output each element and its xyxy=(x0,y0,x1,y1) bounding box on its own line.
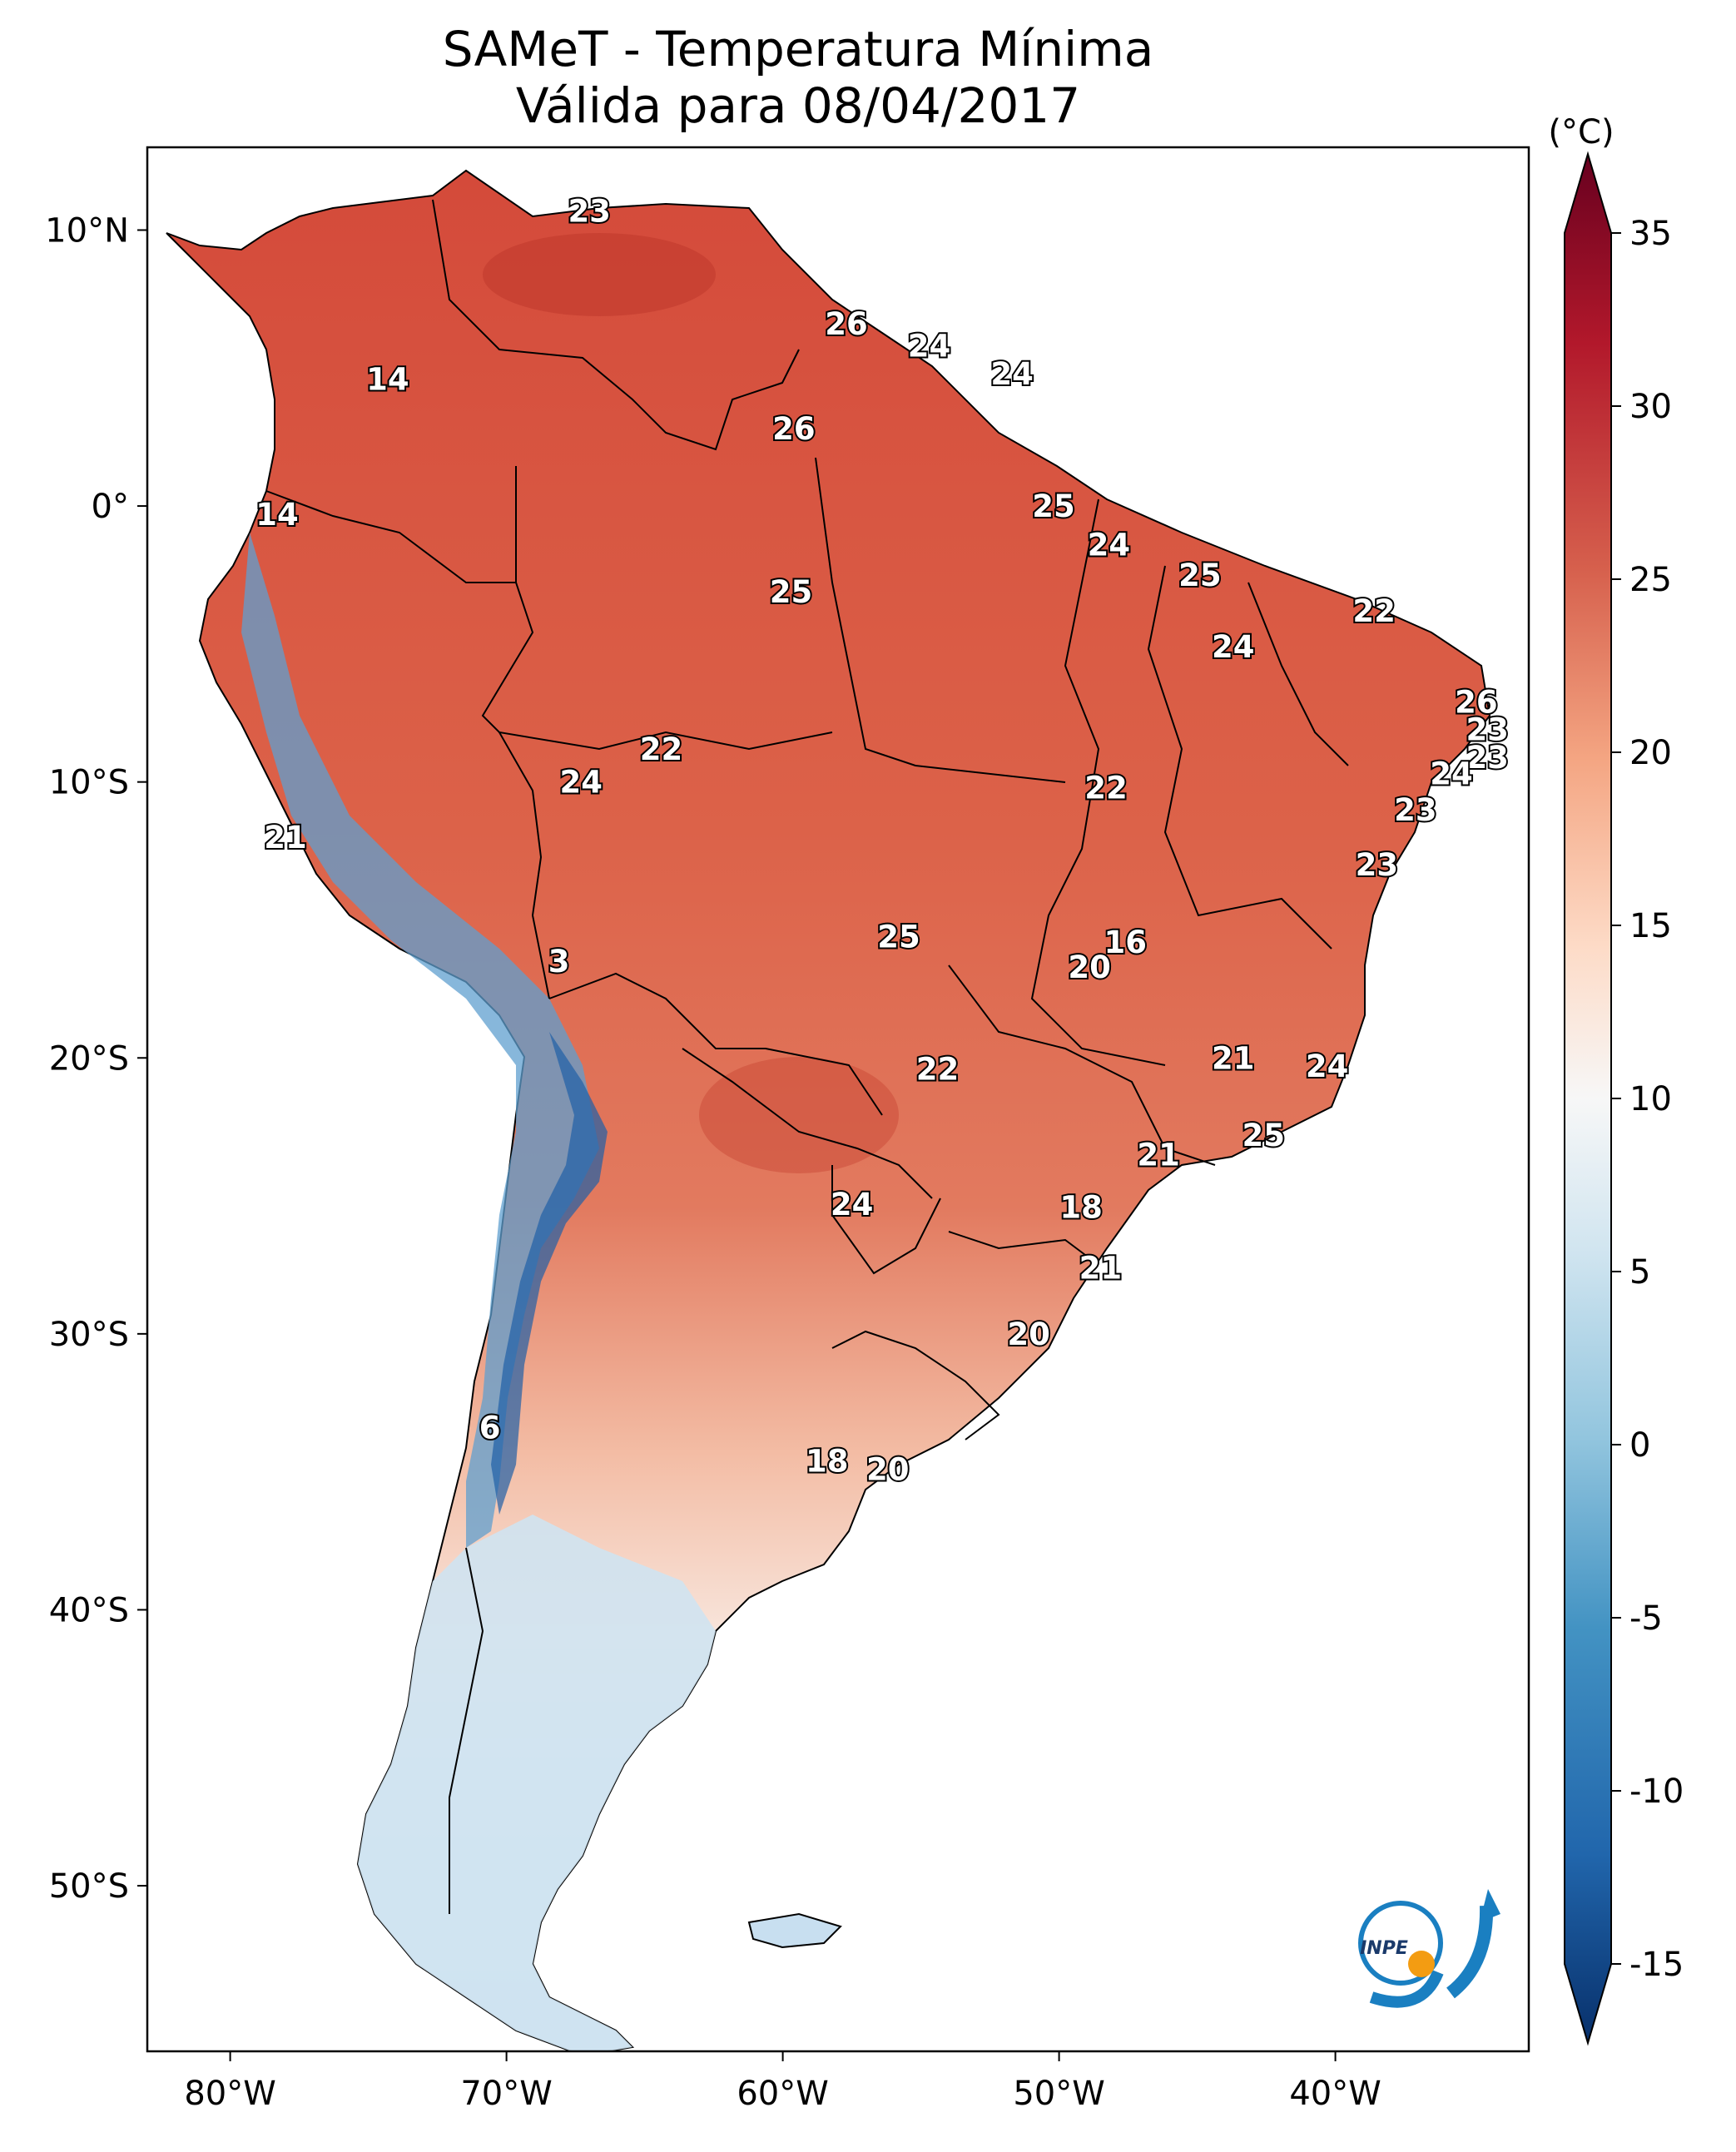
colorbar-tick-label: 10 xyxy=(1629,1080,1672,1118)
colorbar-tick-label: -5 xyxy=(1629,1599,1663,1638)
colorbar-tick-label: 25 xyxy=(1629,561,1672,599)
andes-cold-core xyxy=(491,1032,608,1515)
station-value-label: 23 xyxy=(1394,792,1437,828)
station-value-label: 24 xyxy=(908,329,951,364)
lat-label: 10°N xyxy=(45,211,129,250)
hot-core-chaco xyxy=(699,1057,899,1173)
colorbar-unit-label: (°C) xyxy=(1548,113,1614,151)
station-value-label: 20 xyxy=(866,1451,910,1487)
map-subtitle: Válida para 08/04/2017 xyxy=(515,77,1081,134)
station-value-label: 23 xyxy=(1466,740,1509,776)
andes-cold-zone xyxy=(241,533,599,1548)
lat-label: 30°S xyxy=(49,1316,129,1354)
colorbar-tick-label: 5 xyxy=(1629,1253,1650,1292)
colorbar-ticks: 35 30 25 20 15 10 5 0 -5 -10 -15 xyxy=(1611,215,1684,1984)
map-frame xyxy=(146,146,1530,2053)
station-value-label: 24 xyxy=(1212,629,1255,665)
station-value-label: 25 xyxy=(770,574,813,610)
lon-label: 40°W xyxy=(1289,2075,1381,2113)
station-value-label: 24 xyxy=(1306,1049,1349,1084)
station-value-label: 20 xyxy=(1068,950,1111,985)
station-value-label: 21 xyxy=(1079,1250,1123,1286)
station-value-label: 25 xyxy=(1242,1118,1286,1153)
inpe-logo: INPE xyxy=(1358,1889,1500,2008)
station-value-label: 25 xyxy=(877,919,920,955)
colorbar-tick-label: 30 xyxy=(1629,388,1672,426)
patagonia-cool-zone xyxy=(358,1515,716,2051)
station-value-label: 24 xyxy=(559,765,603,801)
station-value-label: 14 xyxy=(366,362,409,398)
lat-label: 20°S xyxy=(49,1039,129,1078)
lat-label: 10°S xyxy=(49,764,129,802)
station-value-label: 18 xyxy=(1059,1189,1103,1225)
colorbar-body xyxy=(1564,151,1612,2046)
station-value-label: 22 xyxy=(1352,593,1396,629)
station-value-label: 22 xyxy=(640,731,683,767)
station-value-label: 24 xyxy=(1088,527,1131,563)
map-title: SAMeT - Temperatura Mínima xyxy=(442,21,1154,77)
station-value-label: 6 xyxy=(479,1411,501,1446)
station-value-label: 25 xyxy=(1178,558,1222,593)
station-value-label: 26 xyxy=(825,306,868,342)
lon-label: 80°W xyxy=(184,2075,275,2113)
hot-core-north xyxy=(483,233,716,316)
station-value-label: 16 xyxy=(1104,925,1148,960)
station-value-label: 26 xyxy=(772,411,816,447)
lat-label: 40°S xyxy=(49,1591,129,1629)
station-value-label: 25 xyxy=(1032,488,1075,524)
station-value-label: 21 xyxy=(264,820,307,855)
station-value-label: 22 xyxy=(1084,770,1128,806)
station-value-label: 21 xyxy=(1212,1040,1255,1076)
station-value-label: 23 xyxy=(1466,712,1509,748)
colorbar-tick-label: 20 xyxy=(1629,734,1672,772)
station-value-label: 3 xyxy=(548,944,570,979)
colorbar-tick-label: 0 xyxy=(1629,1426,1650,1465)
station-value-label: 26 xyxy=(1455,685,1498,721)
station-value-label: 18 xyxy=(806,1443,849,1479)
station-value-label: 22 xyxy=(916,1052,960,1088)
falkland-islands xyxy=(747,1912,842,1949)
colorbar-tick-label: -10 xyxy=(1629,1773,1684,1811)
station-value-label: 24 xyxy=(831,1187,874,1222)
lon-label: 70°W xyxy=(460,2075,552,2113)
colorbar-tick-label: 15 xyxy=(1629,907,1672,945)
lon-label: 60°W xyxy=(737,2075,828,2113)
colorbar: 35 30 25 20 15 10 5 0 -5 -10 -15 (°C) xyxy=(1548,113,1684,2046)
station-value-label: 20 xyxy=(1007,1316,1050,1352)
colorbar-tick-label: 35 xyxy=(1629,215,1672,253)
country-borders xyxy=(265,199,1349,1914)
station-value-label: 21 xyxy=(1137,1137,1180,1173)
lat-label: 0° xyxy=(92,488,129,526)
station-value-label: 24 xyxy=(1430,756,1473,792)
station-value-label: 23 xyxy=(568,193,611,229)
lon-label: 50°W xyxy=(1013,2075,1104,2113)
station-value-label: 14 xyxy=(255,497,299,533)
colorbar-tick-label: -15 xyxy=(1629,1946,1684,1984)
longitude-axis: 80°W 70°W 60°W 50°W 40°W xyxy=(184,2051,1381,2113)
station-value-label: 24 xyxy=(990,356,1034,392)
lat-label: 50°S xyxy=(49,1867,129,1906)
station-value-label: 23 xyxy=(1356,847,1399,883)
logo-text: INPE xyxy=(1360,1938,1408,1959)
latitude-axis: 10°N 0° 10°S 20°S 30°S 40°S 50°S xyxy=(45,211,147,1906)
